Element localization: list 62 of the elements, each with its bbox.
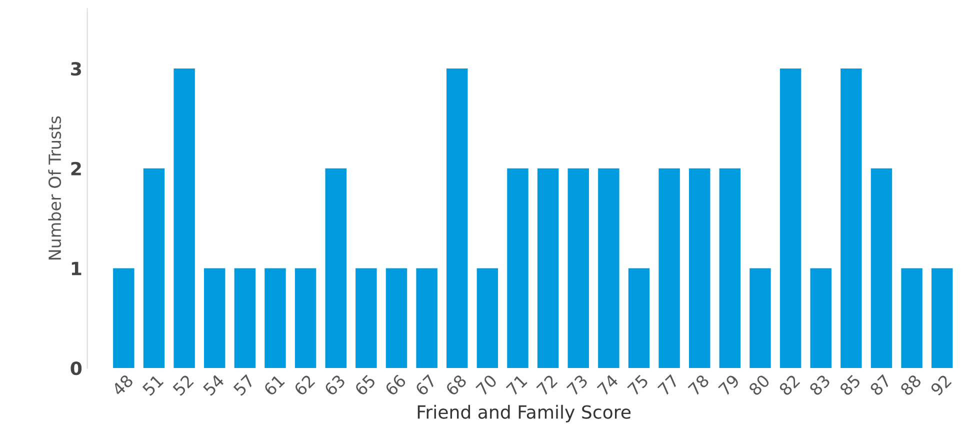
x-tick-label: 80 — [748, 374, 770, 396]
x-tick-label: 71 — [506, 374, 528, 396]
bar — [780, 68, 802, 368]
x-tick-label: 48 — [111, 374, 134, 396]
bar — [356, 268, 377, 368]
x-tick-label: 73 — [566, 374, 588, 396]
x-tick-label: 74 — [596, 374, 619, 396]
y-tick-label: 1 — [72, 262, 82, 276]
bar — [204, 268, 226, 368]
bar — [568, 168, 589, 368]
x-tick-label: 63 — [324, 374, 346, 396]
bar — [901, 268, 922, 368]
x-tick-label: 92 — [930, 374, 952, 396]
x-tick-label: 61 — [263, 374, 286, 396]
x-tick-label: 57 — [232, 374, 255, 396]
bar — [537, 168, 559, 368]
bar — [840, 68, 862, 368]
bar — [719, 168, 741, 368]
bar — [446, 68, 468, 368]
x-tick-label: 88 — [900, 374, 922, 396]
y-tick-label: 3 — [71, 62, 82, 76]
bar — [870, 168, 892, 368]
bar — [750, 268, 771, 368]
x-tick-label: 72 — [536, 374, 558, 396]
x-tick-label: 75 — [627, 374, 649, 396]
y-tick-label: 2 — [71, 162, 81, 176]
bar — [174, 68, 195, 368]
bar — [294, 268, 316, 368]
bar — [598, 168, 620, 368]
bar — [113, 268, 134, 368]
bar — [932, 268, 953, 368]
bar — [386, 268, 408, 368]
x-tick-label: 68 — [444, 374, 468, 396]
y-axis-title: Number Of Trusts — [48, 116, 62, 260]
x-tick-label: 51 — [142, 374, 164, 396]
bar — [234, 268, 256, 368]
bar — [264, 268, 286, 368]
bar — [416, 268, 438, 368]
x-tick-label: 67 — [414, 374, 437, 396]
x-tick-label: 65 — [354, 374, 376, 396]
x-tick-label: 78 — [688, 374, 710, 396]
x-tick-label: 70 — [475, 374, 498, 396]
x-tick-label: 82 — [778, 374, 800, 396]
x-tick-label: 66 — [384, 374, 407, 396]
y-tick-label: 0 — [70, 362, 82, 376]
x-tick-label: 87 — [869, 374, 892, 396]
x-tick-label: 77 — [657, 374, 680, 396]
bar — [507, 168, 528, 368]
bar — [628, 268, 650, 368]
bar — [325, 168, 346, 368]
x-tick-label: 62 — [293, 374, 316, 396]
bar — [658, 168, 680, 368]
x-tick-label: 54 — [202, 374, 225, 396]
bar — [476, 268, 498, 368]
bar — [810, 268, 832, 368]
x-tick-label: 85 — [838, 374, 862, 396]
bar — [143, 168, 165, 368]
x-tick-label: 83 — [808, 374, 831, 396]
bar — [689, 168, 710, 368]
x-axis-title: Friend and Family Score — [418, 404, 631, 422]
x-tick-label: 79 — [718, 374, 740, 396]
x-tick-label: 52 — [172, 374, 194, 396]
